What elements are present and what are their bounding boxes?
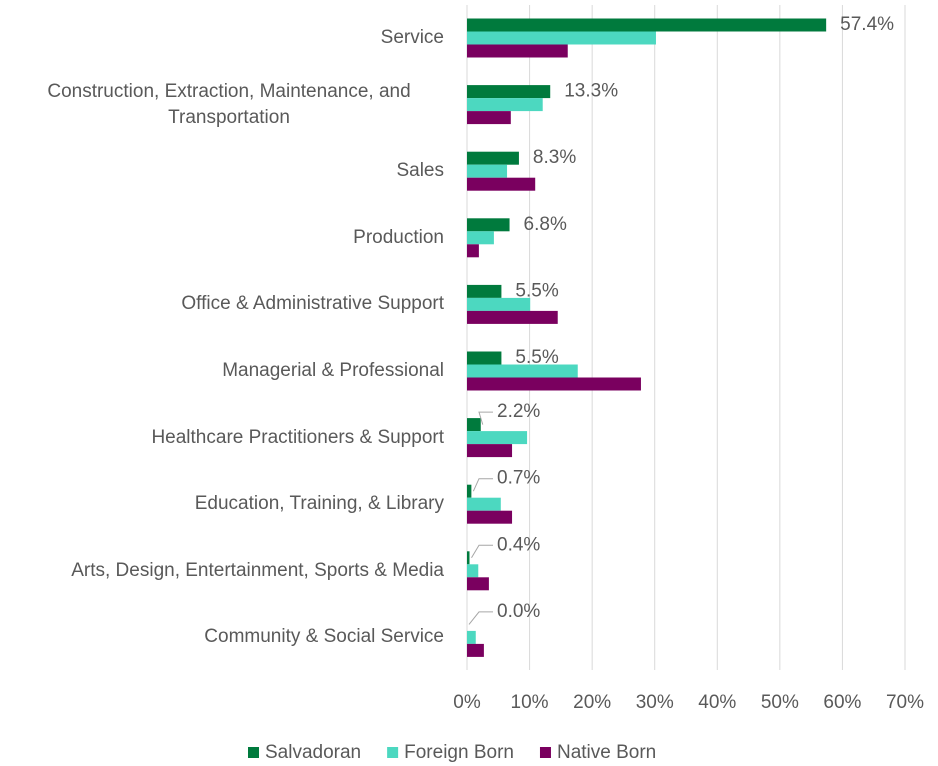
bar — [467, 643, 484, 657]
data-label: 5.5% — [515, 347, 558, 368]
bar — [467, 85, 551, 99]
category-label: Arts, Design, Entertainment, Sports & Me… — [71, 559, 444, 581]
bar — [467, 151, 519, 165]
leader-line — [468, 611, 493, 625]
category-label: Community & Social Service — [204, 626, 444, 648]
x-tick-label: 30% — [636, 692, 674, 713]
bar — [467, 284, 502, 298]
bar — [467, 564, 479, 578]
bar — [467, 218, 510, 232]
bar — [467, 577, 489, 591]
data-label: 5.5% — [515, 280, 558, 301]
x-tick-label: 50% — [761, 692, 799, 713]
leader-line — [471, 544, 493, 559]
bar — [467, 431, 528, 445]
bar — [467, 630, 476, 644]
bar — [467, 364, 578, 378]
data-label: 6.8% — [524, 214, 567, 235]
bar — [467, 98, 543, 112]
bar — [467, 418, 481, 432]
x-tick-label: 60% — [823, 692, 861, 713]
category-label: Office & Administrative Support — [181, 293, 444, 315]
legend-swatch — [387, 747, 399, 758]
data-label: 0.4% — [497, 534, 540, 555]
legend-swatch — [539, 747, 551, 758]
bar — [467, 177, 536, 191]
bar — [467, 444, 513, 458]
data-label: 2.2% — [497, 401, 540, 422]
legend-swatch — [248, 747, 259, 758]
data-label: 13.3% — [564, 81, 618, 102]
bar — [467, 111, 511, 125]
bar — [467, 297, 531, 311]
data-label: 8.3% — [533, 147, 576, 168]
data-label: 0.7% — [497, 468, 540, 489]
legend-label: Salvadoran — [265, 742, 361, 763]
category-label: Healthcare Practitioners & Support — [151, 426, 444, 448]
data-label: 0.0% — [497, 601, 540, 622]
bar — [467, 310, 558, 324]
leader-line — [478, 411, 493, 425]
category-label: Education, Training, & Library — [194, 493, 444, 515]
bar — [467, 164, 508, 178]
category-label: Service — [380, 27, 444, 48]
category-label: Managerial & Professional — [222, 360, 444, 381]
x-tick-label: 70% — [886, 692, 924, 713]
bar — [467, 497, 501, 511]
x-tick-label: 40% — [698, 692, 736, 713]
bar — [467, 31, 656, 45]
category-label: Production — [353, 226, 444, 248]
bar — [467, 231, 494, 245]
category-label: Construction, Extraction, Maintenance, a… — [47, 80, 411, 128]
bar — [467, 351, 502, 365]
bar — [467, 510, 513, 524]
x-tick-label: 0% — [453, 692, 481, 713]
x-tick-label: 20% — [573, 692, 611, 713]
category-label: Sales — [396, 160, 444, 182]
bar — [467, 244, 479, 258]
bar — [467, 484, 472, 498]
x-tick-label: 10% — [511, 692, 549, 713]
bar — [467, 44, 568, 58]
bar — [467, 18, 827, 32]
legend-label: Native Born — [557, 742, 656, 763]
bar — [467, 377, 641, 391]
legend-label: Foreign Born — [404, 742, 514, 763]
data-label: 57.4% — [840, 14, 894, 35]
leader-line — [472, 478, 493, 492]
bar — [467, 551, 470, 565]
